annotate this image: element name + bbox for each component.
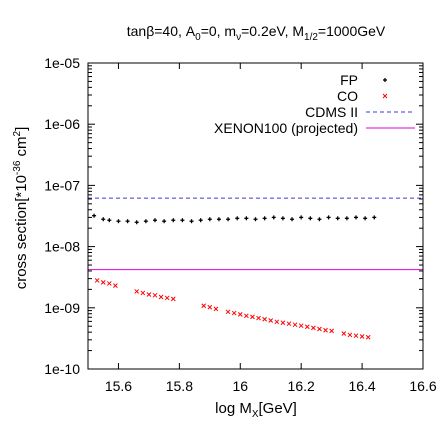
data-point-co — [134, 289, 140, 294]
data-point-fp — [180, 218, 185, 223]
data-point-fp — [363, 216, 368, 221]
plot-frame — [87, 62, 424, 370]
data-point-co — [304, 324, 310, 330]
data-point-co — [298, 323, 304, 329]
data-point-co — [106, 281, 112, 286]
data-point-fp — [226, 217, 231, 222]
data-point-fp — [335, 216, 340, 221]
data-point-fp — [134, 220, 139, 225]
data-point-co — [359, 334, 365, 339]
data-point-fp — [344, 216, 349, 221]
legend-label-xenon100-projected: XENON100 (projected) — [214, 120, 358, 136]
data-point-fp — [271, 215, 276, 220]
x-tick-label: 16 — [232, 378, 248, 394]
data-point-co — [329, 328, 334, 334]
chart-title: tanβ=40, A0=0, mν=0.2eV, M1/2=1000GeV — [127, 23, 386, 43]
data-point-co — [311, 325, 316, 331]
data-point-fp — [189, 219, 194, 224]
data-point-fp — [207, 217, 212, 222]
x-tick-label: 16.6 — [409, 378, 436, 394]
data-point-co — [201, 303, 207, 309]
data-point-co — [274, 319, 280, 325]
data-point-co — [237, 312, 243, 317]
legend-label-fp: FP — [340, 72, 358, 88]
data-point-fp — [92, 213, 97, 218]
data-point-co — [323, 327, 328, 333]
data-point-fp — [244, 216, 249, 221]
data-layer — [88, 197, 423, 340]
data-point-fp — [262, 216, 267, 221]
x-tick-label: 16.2 — [288, 378, 315, 394]
data-point-co — [317, 326, 322, 332]
x-tick-label: 16.4 — [348, 378, 375, 394]
data-point-fp — [162, 219, 167, 224]
x-tick-label: 15.8 — [166, 378, 193, 394]
data-point-co — [146, 292, 152, 297]
data-point-fp — [235, 216, 240, 221]
data-point-fp — [299, 215, 304, 220]
y-tick-label: 1e-06 — [44, 116, 80, 132]
data-point-co — [158, 294, 164, 300]
data-point-co — [244, 313, 249, 319]
data-point-co — [164, 295, 170, 301]
legend-label-cdms-ii: CDMS II — [305, 104, 358, 120]
data-point-fp — [101, 217, 106, 222]
data-point-co — [152, 292, 158, 298]
x-tick-label: 15.6 — [105, 378, 132, 394]
data-point-co — [213, 306, 219, 312]
legend-swatch-fp — [383, 78, 387, 82]
y-tick-label: 1e-10 — [44, 361, 80, 377]
data-point-co — [365, 334, 371, 340]
data-point-co — [170, 296, 176, 302]
y-tick-label: 1e-09 — [44, 300, 80, 316]
data-point-fp — [372, 215, 377, 220]
data-point-co — [286, 321, 292, 327]
data-point-fp — [290, 217, 295, 222]
data-point-co — [231, 310, 237, 316]
data-point-fp — [216, 217, 221, 222]
data-point-fp — [326, 215, 331, 220]
data-point-co — [268, 318, 274, 323]
data-point-fp — [143, 219, 148, 224]
data-point-co — [256, 315, 261, 321]
data-point-fp — [253, 217, 258, 222]
legend-swatch-co — [382, 93, 388, 99]
axis-ticks: 15.6 15.8 16 16.2 16.4 16.6 1e-10 1e-09 1e-08 1e-… — [44, 55, 437, 394]
y-tick-label: 1e-05 — [44, 55, 80, 71]
x-axis-title: log MX[GeV] — [215, 400, 297, 420]
data-point-co — [353, 333, 359, 339]
data-point-co — [341, 331, 347, 336]
data-point-co — [225, 309, 231, 315]
data-point-co — [250, 314, 255, 320]
data-point-fp — [198, 218, 203, 223]
data-point-fp — [354, 215, 358, 220]
y-tick-label: 1e-08 — [44, 239, 80, 255]
data-point-fp — [317, 217, 322, 222]
data-point-co — [140, 290, 146, 296]
data-point-co — [207, 304, 213, 310]
data-point-co — [262, 316, 267, 322]
data-point-fp — [125, 219, 130, 224]
data-point-co — [347, 332, 353, 338]
data-point-co — [280, 320, 286, 326]
data-point-co — [100, 280, 106, 285]
data-point-co — [94, 278, 100, 283]
y-axis-title: cross section[*10-36 cm2] — [12, 127, 30, 290]
data-point-fp — [153, 218, 157, 223]
data-point-fp — [107, 218, 112, 223]
data-point-fp — [280, 216, 285, 221]
data-point-fp — [171, 218, 176, 223]
data-point-fp — [116, 219, 121, 224]
data-point-co — [113, 283, 118, 289]
data-point-co — [292, 322, 298, 328]
legend-label-co: CO — [337, 88, 358, 104]
y-tick-label: 1e-07 — [44, 177, 80, 193]
data-point-fp — [308, 216, 313, 221]
